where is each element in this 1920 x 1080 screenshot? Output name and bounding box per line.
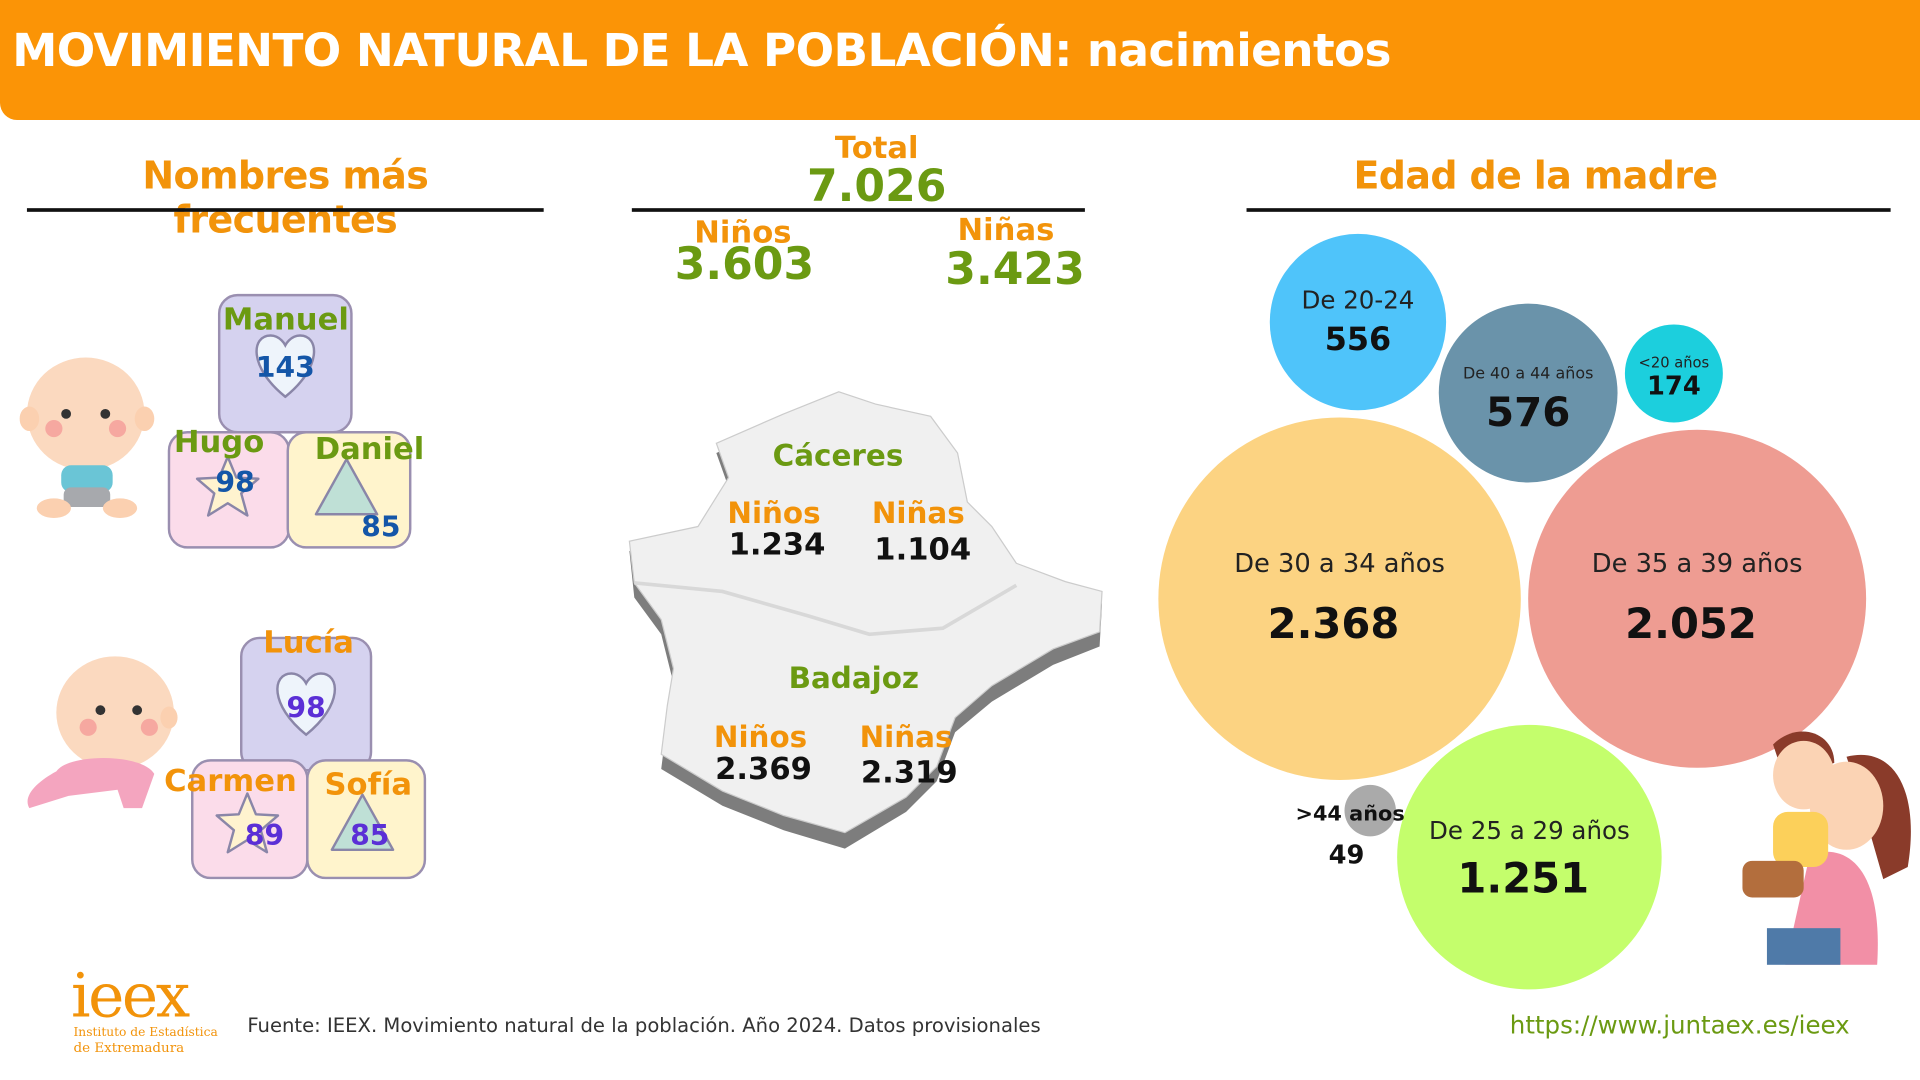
caceres-boys-label: Niños: [727, 495, 821, 531]
badajoz-girls: 2.319: [860, 754, 958, 790]
heart-icon: [276, 672, 336, 737]
boy-name-1: Manuel: [222, 301, 349, 337]
age-value: 2.368: [1267, 600, 1400, 649]
triangle-icon: [314, 457, 379, 516]
age-label: De 25 a 29 años: [1429, 815, 1630, 845]
divider: [631, 208, 1085, 212]
age-label: De 35 a 39 años: [1591, 548, 1803, 578]
caceres-girls-label: Niñas: [871, 495, 965, 531]
boy-name-2: Hugo: [173, 423, 265, 460]
age-label: De 30 a 34 años: [1234, 548, 1445, 578]
age-value-over-44: 49: [1328, 840, 1365, 870]
divider: [1246, 208, 1891, 212]
badajoz-name: Badajoz: [788, 661, 920, 696]
star-icon: [195, 455, 260, 517]
divider: [26, 208, 544, 212]
total-value: 7.026: [807, 161, 947, 212]
age-label: De 40 a 44 años: [1462, 364, 1594, 384]
age-bubble-20-24: De 20-24 556: [1269, 233, 1447, 411]
age-value: 174: [1647, 371, 1701, 401]
girl-name-3: Sofía: [324, 766, 413, 803]
mother-child-icon: [1742, 731, 1911, 965]
ieex-logo: ieex: [71, 960, 190, 1032]
total-label: Total: [834, 129, 919, 166]
age-label: De 20-24: [1301, 285, 1415, 315]
girl-name-2: Carmen: [164, 762, 297, 799]
mother-age-title: Edad de la madre: [1353, 154, 1718, 199]
baby-boy-icon: [19, 357, 155, 518]
header-banner: [0, 0, 1920, 121]
page-title: MOVIMIENTO NATURAL DE LA POBLACIÓN: naci…: [12, 24, 1391, 78]
girls-total: 3.423: [945, 244, 1085, 296]
baby-girl-icon: [27, 656, 178, 809]
age-bubble-30-34: De 30 a 34 años 2.368: [1158, 417, 1521, 781]
girl-count-2: 89: [244, 820, 285, 853]
caceres-name: Cáceres: [772, 438, 904, 473]
age-value: 1.251: [1457, 854, 1590, 904]
triangle-icon: [330, 793, 395, 852]
age-value: 2.052: [1625, 600, 1757, 649]
badajoz-boys-label: Niños: [713, 720, 808, 755]
age-bubble-over-44: [1344, 784, 1396, 837]
names-title: Nombres más frecuentes: [142, 154, 429, 243]
age-label-over-44: >44 años: [1295, 802, 1405, 827]
girls-label: Niñas: [957, 211, 1055, 248]
badajoz-boys: 2.369: [715, 750, 812, 787]
logo-subtitle-2: de Extremadura: [73, 1039, 185, 1056]
age-label: <20 años: [1638, 353, 1710, 372]
caceres-girls: 1.104: [874, 531, 972, 567]
caceres-boys: 1.234: [728, 526, 826, 563]
girl-name-1: Lucía: [263, 624, 354, 661]
boys-total: 3.603: [674, 240, 815, 291]
girl-count-1: 98: [286, 693, 326, 725]
website-link[interactable]: https://www.juntaex.es/ieex: [1509, 1010, 1850, 1040]
boys-label: Niños: [694, 214, 792, 250]
boy-count-3: 85: [361, 511, 401, 544]
logo-subtitle-1: Instituto de Estadística: [73, 1026, 218, 1040]
age-bubble-35-39: De 35 a 39 años 2.052: [1528, 429, 1867, 768]
age-bubble-under-20: <20 años 174: [1624, 324, 1723, 423]
badajoz-girls-label: Niñas: [859, 720, 953, 755]
heart-icon: [255, 334, 316, 399]
age-value: 556: [1324, 322, 1392, 359]
girl-count-3: 85: [350, 820, 390, 853]
boy-count-2: 98: [215, 467, 255, 500]
star-icon: [215, 792, 280, 854]
source-note: Fuente: IEEX. Movimiento natural de la p…: [247, 1013, 1041, 1038]
age-bubble-25-29: De 25 a 29 años 1.251: [1397, 724, 1662, 990]
age-bubble-40-44: De 40 a 44 años 576: [1438, 303, 1618, 483]
boy-name-3: Daniel: [314, 431, 425, 467]
boy-count-1: 143: [255, 352, 315, 385]
extremadura-map: [628, 391, 1103, 849]
age-value: 576: [1485, 388, 1571, 436]
